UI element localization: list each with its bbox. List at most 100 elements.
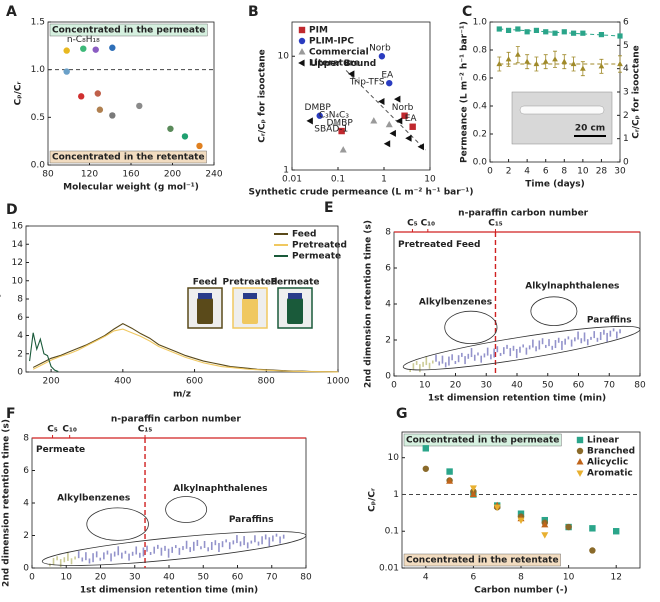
chromatogram-spot — [128, 553, 130, 561]
y-tick-label: 10 — [12, 276, 24, 286]
x-tick-label: 10 — [419, 381, 431, 391]
chromatogram-spot — [496, 346, 499, 353]
data-point — [469, 485, 477, 492]
vial-liquid — [197, 298, 213, 324]
data-point — [570, 30, 577, 36]
chromatogram-spot — [250, 540, 253, 544]
chromatogram-spot — [515, 349, 518, 359]
legend-label: Pretreated — [292, 241, 347, 251]
x-tick-label: 0.01 — [282, 175, 302, 185]
point-label: Norb — [369, 44, 391, 54]
x-tick-label: 4 — [524, 167, 530, 177]
chromatogram-spot — [570, 339, 573, 347]
data-point — [496, 60, 503, 67]
data-point — [552, 56, 558, 62]
data-point — [167, 125, 174, 132]
chromatogram-spot — [232, 540, 235, 545]
chromatogram-spot — [282, 534, 285, 539]
y-tick-label: 1.0 — [473, 18, 488, 28]
x-tick-label: 30 — [614, 167, 626, 177]
y-tick-label: 4 — [385, 300, 391, 310]
region-label: Paraffins — [587, 316, 632, 326]
top-axis-title: n-paraffin carbon number — [111, 415, 241, 425]
chromatogram-spot — [124, 550, 127, 554]
note-box — [49, 23, 208, 37]
chromatogram-spot — [409, 369, 411, 373]
data-point — [517, 517, 525, 525]
chromatogram-spot — [221, 541, 224, 548]
chromatogram-spot — [580, 338, 583, 344]
chromatogram-spot — [535, 346, 537, 352]
x-tick-label: 20 — [95, 573, 107, 583]
x-tick-label: 10 — [563, 573, 575, 583]
data-point — [348, 70, 355, 78]
chromatogram-spot — [52, 558, 55, 566]
top-axis-title: n-paraffin carbon number — [458, 209, 588, 219]
data-point — [394, 95, 401, 103]
y-tick-label: 10 — [278, 52, 290, 62]
sample-label: Permeate — [36, 445, 85, 455]
data-point — [92, 46, 99, 53]
data-point — [378, 97, 385, 106]
y-tick-label: 12 — [12, 258, 23, 268]
y-tick-label: 0 — [385, 372, 391, 382]
data-point — [598, 63, 605, 69]
carbon-tick-label: C₅ — [47, 425, 58, 435]
x-tick-label: 70 — [266, 573, 278, 583]
chromatogram-spot — [67, 551, 69, 561]
y-tick-label: 6 — [17, 313, 23, 323]
y-axis-label: Cₚ/Cᵣ — [14, 82, 24, 106]
region-outline — [41, 531, 307, 566]
x-tick-label: 20 — [450, 381, 462, 391]
y2-tick-label: 4 — [623, 64, 629, 74]
x-axis-label: 1st dimension retention time (min) — [428, 394, 606, 404]
data-point — [617, 33, 623, 39]
x-tick-label: 40 — [511, 381, 523, 391]
data-point — [617, 60, 623, 67]
data-point — [422, 445, 429, 452]
legend-label: Commercial — [309, 48, 369, 58]
y2-tick-label: 0 — [623, 158, 629, 168]
data-point — [598, 32, 605, 38]
chromatogram-spot — [203, 540, 206, 548]
legend-label: Permeate — [292, 252, 341, 262]
note-box — [403, 433, 562, 447]
x-axis-label: Time (days) — [525, 180, 585, 190]
data-point — [96, 106, 104, 113]
chromatogram-spot — [419, 364, 421, 373]
legend-marker — [576, 458, 584, 465]
photo-tube — [519, 105, 605, 115]
chromatogram-spot — [567, 336, 570, 340]
x-tick-label: 1 — [381, 175, 387, 185]
point-label: Trip-TFS — [349, 77, 385, 87]
y-tick-label: 1 — [393, 490, 399, 500]
chromatogram-spot — [106, 550, 109, 555]
chromatogram-spot — [599, 332, 602, 341]
y-tick-label: 0.5 — [31, 113, 45, 123]
chromatogram-spot — [88, 558, 91, 564]
data-point — [533, 60, 540, 67]
y2-axis-label: Cᵣ/Cₚ for isooctane — [632, 45, 642, 138]
data-point — [579, 65, 586, 71]
chromatogram-spot — [239, 541, 242, 547]
data-point — [395, 117, 403, 125]
legend-marker — [298, 26, 306, 34]
chromatogram-spot — [590, 336, 592, 340]
y2-tick-label: 3 — [623, 88, 629, 98]
x-tick-label: 160 — [122, 170, 139, 180]
data-point — [316, 112, 323, 119]
region-outline — [86, 507, 149, 541]
x-tick-label: 50 — [542, 381, 554, 391]
y-tick-label: 6 — [23, 466, 29, 476]
x-tick-label: 10 — [61, 573, 73, 583]
legend-label: Branched — [587, 447, 635, 457]
chromatogram-spot — [415, 360, 418, 365]
y-tick-label: 16 — [12, 222, 24, 232]
region-label: Alkylbenzenes — [419, 298, 492, 308]
chromatogram-spot — [117, 546, 120, 556]
point-label: SBAD-1 — [314, 124, 348, 134]
chromatogram-spot — [236, 535, 238, 544]
y-tick-label: 8 — [17, 295, 23, 305]
chromatogram-spot — [525, 347, 528, 355]
